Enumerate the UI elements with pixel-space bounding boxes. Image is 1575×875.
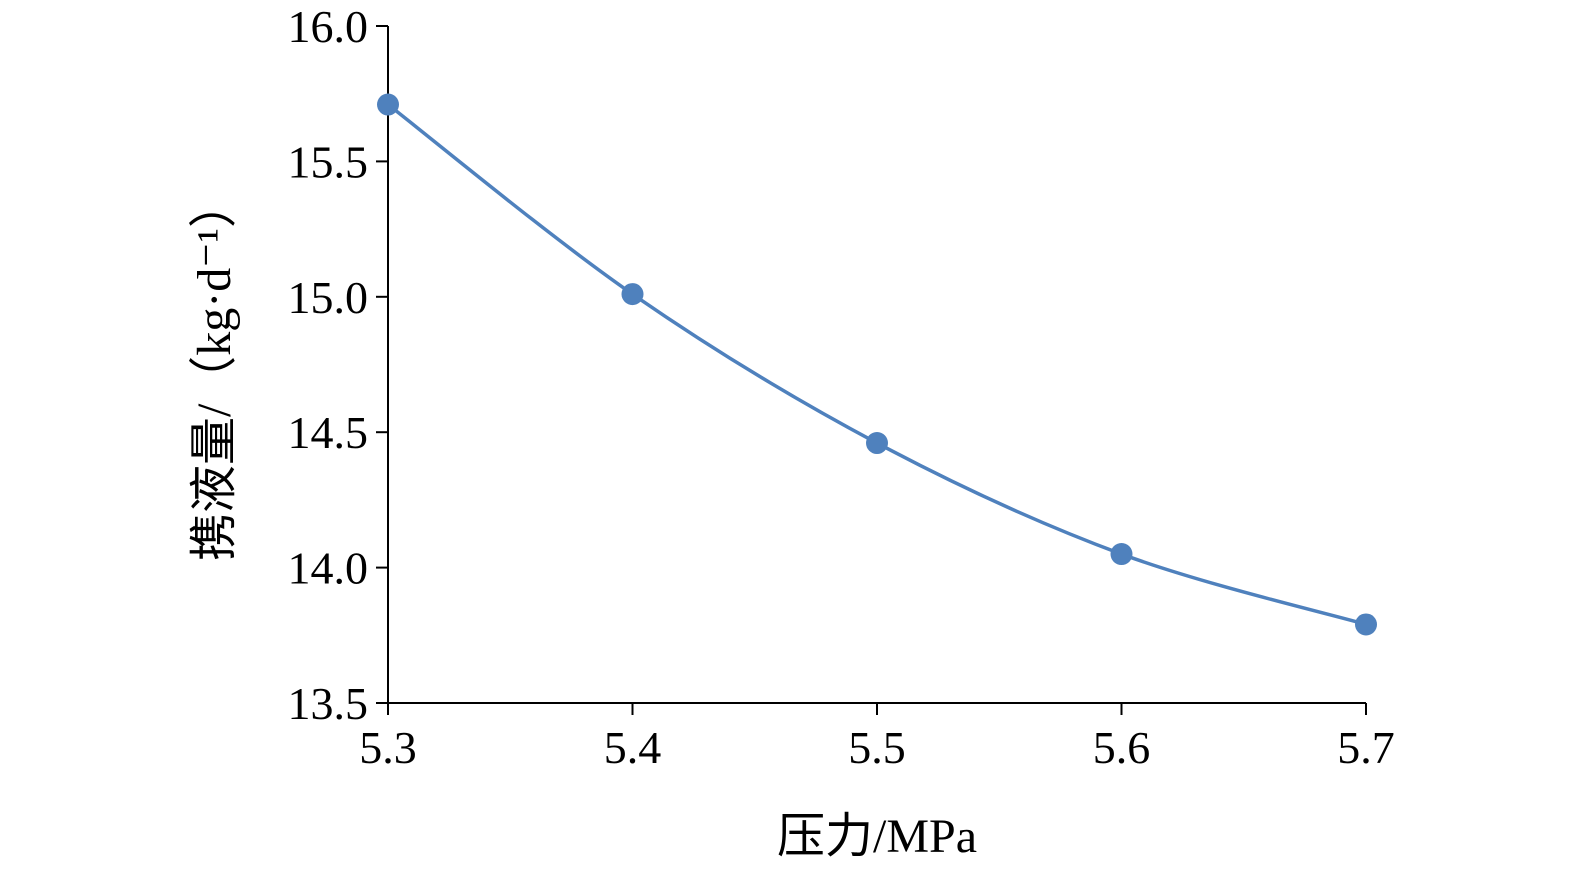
y-tick-label: 13.5 (288, 678, 369, 729)
y-tick-label: 15.5 (288, 136, 369, 187)
series-layer (377, 93, 1377, 636)
x-tick-label: 5.3 (359, 722, 417, 773)
data-point (377, 93, 399, 116)
x-tick-label: 5.5 (848, 722, 906, 773)
data-point (1355, 613, 1377, 636)
data-point (621, 283, 644, 306)
y-tick-label: 14.0 (288, 543, 369, 594)
data-point (1110, 543, 1133, 566)
y-axis-title: 携液量/（kg·d⁻¹） (188, 180, 241, 561)
series-line (386, 103, 1367, 627)
y-ticks: 13.5 14.0 14.5 15.0 15.5 16.0 (288, 1, 388, 729)
x-tick-label: 5.4 (604, 722, 662, 773)
x-ticks: 5.3 5.4 5.5 5.6 5.7 (359, 703, 1395, 773)
x-tick-label: 5.6 (1093, 722, 1151, 773)
axes (387, 26, 1366, 704)
y-tick-label: 15.0 (288, 272, 369, 323)
y-tick-label: 14.5 (288, 407, 369, 458)
x-tick-label: 5.7 (1337, 722, 1395, 773)
y-tick-label: 16.0 (288, 1, 369, 52)
data-point (866, 432, 888, 455)
x-axis-title: 压力/MPa (777, 810, 977, 863)
